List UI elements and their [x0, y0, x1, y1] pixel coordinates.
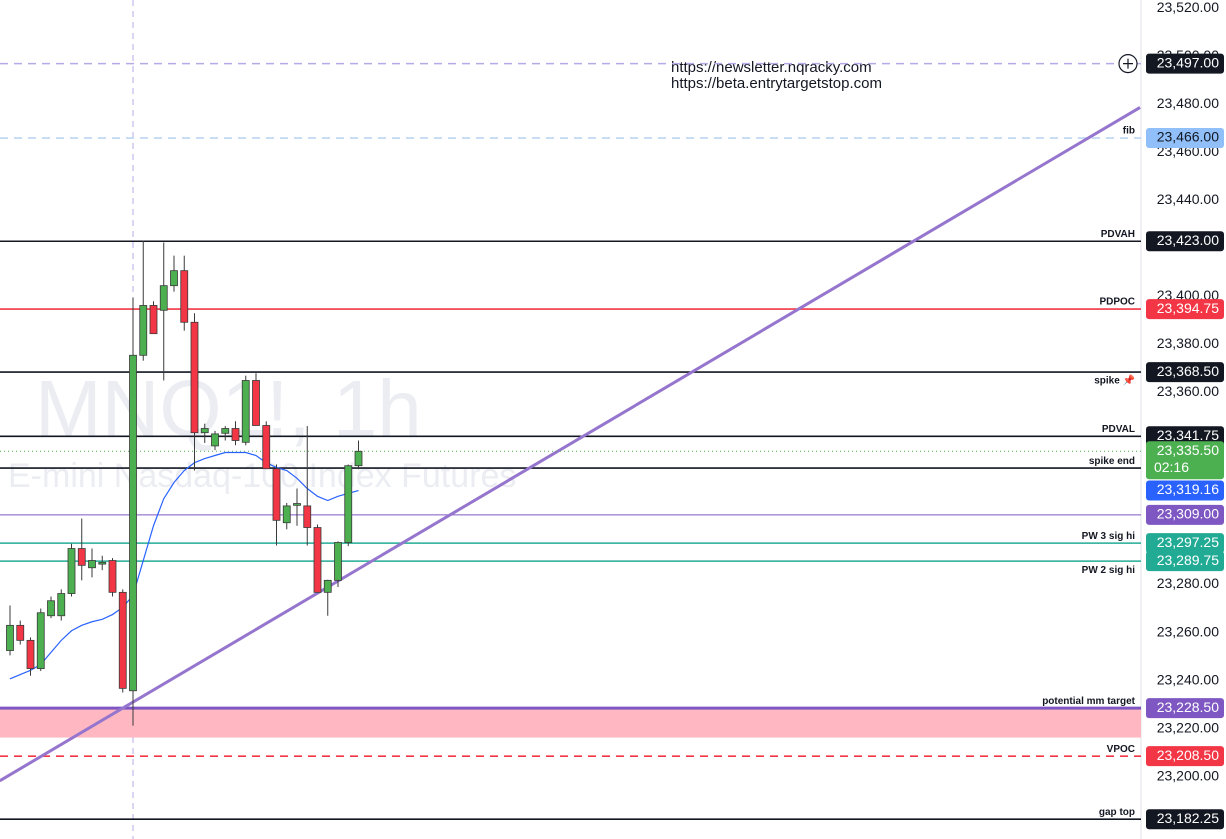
candle-body [334, 542, 342, 581]
price-box [1146, 53, 1224, 74]
candle-body [241, 380, 250, 443]
price-box-label: 23,182.25 [1157, 810, 1219, 826]
candle-body [129, 354, 137, 692]
candle-body [16, 624, 25, 641]
level-label: fib [1123, 126, 1135, 137]
candle-body [252, 380, 260, 426]
price-box [1146, 231, 1224, 252]
candle-body [88, 560, 96, 569]
level-label: potential mm target [1042, 696, 1135, 707]
annotation: https://newsletter.nqracky.com [671, 59, 872, 76]
candle-body [77, 548, 86, 566]
candle-body [354, 450, 363, 467]
level-label: PW 2 sig hi [1082, 565, 1136, 576]
price-box-label: 23,341.75 [1157, 427, 1219, 443]
candle-body [67, 548, 76, 594]
level-label: gap top [1099, 807, 1135, 818]
level-label: PDPOC [1099, 297, 1135, 308]
y-tick-label: 23,220.00 [1157, 719, 1219, 735]
candle-body [323, 579, 332, 593]
price-box [1146, 504, 1224, 525]
y-tick-label: 23,480.00 [1157, 95, 1219, 111]
level-label: PDVAH [1101, 229, 1135, 240]
add-alert-icon [1123, 58, 1133, 69]
price-box-label: 23,497.00 [1157, 54, 1219, 70]
watermark-title: MNQ1!, 1h [35, 364, 422, 453]
level-label: VPOC [1107, 744, 1135, 755]
candle-body [6, 624, 14, 651]
candle-body [221, 428, 230, 434]
candle-body [303, 505, 312, 528]
price-box [1146, 533, 1224, 554]
price-box-label: 23,208.50 [1157, 747, 1219, 763]
price-box-label: 23,368.50 [1157, 363, 1219, 379]
y-tick-label: 23,260.00 [1157, 623, 1219, 639]
y-tick-label: 23,240.00 [1157, 671, 1219, 687]
level-label: spike end [1089, 456, 1135, 467]
candle-body [108, 560, 117, 593]
candle-body [139, 305, 148, 356]
price-box-label: 23,466.00 [1157, 129, 1219, 145]
watermark-subtitle: E-mini Nasdaq-100 Index Futures [8, 457, 516, 495]
candle-body [282, 505, 291, 524]
y-tick-label: 23,380.00 [1157, 335, 1219, 351]
y-tick-label: 23,360.00 [1157, 383, 1219, 399]
candle-body [159, 285, 168, 311]
price-box-label: 23,289.75 [1157, 552, 1219, 568]
candle-body [118, 591, 127, 689]
price-box [1146, 551, 1224, 572]
price-box [1146, 426, 1224, 447]
level-label: PDVAL [1102, 424, 1135, 435]
candle-body [47, 600, 55, 617]
candle-body [26, 639, 35, 669]
y-tick-label: 23,440.00 [1157, 191, 1219, 207]
candle-body [98, 561, 107, 565]
candle-body [272, 468, 281, 521]
annotation: https://beta.entrytargetstop.com [671, 75, 882, 92]
candle-body [231, 428, 240, 441]
price-box-label: 23,423.00 [1157, 232, 1219, 248]
price-box-label: 23,297.25 [1157, 534, 1219, 550]
price-box [1146, 809, 1224, 830]
candle-body [344, 465, 353, 543]
level-label: PW 3 sig hi [1082, 531, 1136, 542]
current-price-label: 23,335.50 [1157, 442, 1219, 458]
candle-body [57, 593, 66, 617]
candle-body [36, 612, 45, 669]
y-tick-label: 23,200.00 [1157, 767, 1219, 783]
candle-body [200, 428, 209, 434]
price-box-label: 23,309.00 [1157, 506, 1219, 522]
price-box-label: 23,394.75 [1157, 300, 1219, 316]
candle-body [211, 433, 219, 447]
price-box-label: 23,319.16 [1157, 481, 1219, 497]
candle-body [190, 321, 199, 434]
price-box [1146, 128, 1224, 149]
moving-average [9, 451, 359, 680]
price-box [1146, 746, 1224, 767]
price-box [1146, 362, 1224, 383]
y-tick-label: 23,280.00 [1157, 575, 1219, 591]
current-price-box [1146, 441, 1224, 480]
price-box [1146, 480, 1224, 501]
trendline [0, 106, 1141, 783]
candle-body [170, 270, 178, 287]
price-box [1146, 299, 1224, 320]
level-label: spike 📌 [1094, 374, 1135, 387]
candle-body [149, 305, 158, 335]
y-tick-label: 23,520.00 [1157, 0, 1219, 15]
candle-body [313, 527, 322, 593]
countdown: 02:16 [1154, 459, 1189, 475]
target-zone [0, 708, 1141, 738]
price-box [1146, 698, 1224, 719]
candle-body [262, 425, 271, 470]
candle-body [180, 270, 189, 323]
price-box-label: 23,228.50 [1157, 699, 1219, 715]
candle-body [293, 503, 301, 506]
